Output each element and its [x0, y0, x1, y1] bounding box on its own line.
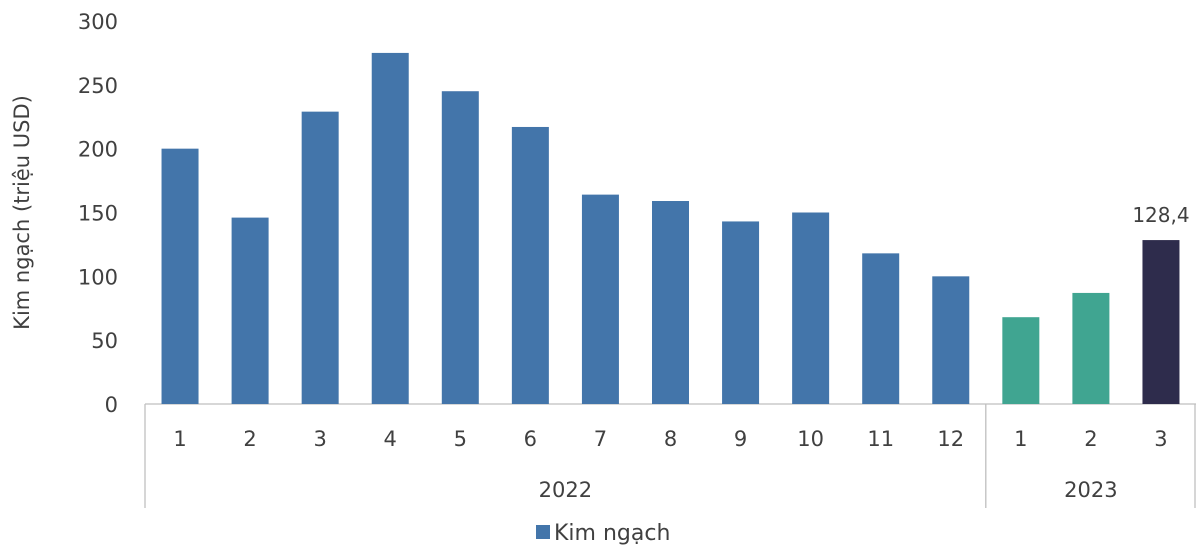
x-tick-label: 2 — [243, 427, 256, 451]
data-label: 128,4 — [1132, 203, 1189, 227]
x-tick-label: 6 — [524, 427, 537, 451]
bar — [231, 217, 269, 404]
y-tick-label: 300 — [78, 10, 118, 34]
bar — [511, 126, 549, 405]
x-tick-label: 11 — [867, 427, 894, 451]
legend-label: Kim ngạch — [554, 521, 670, 545]
x-tick-label: 1 — [1014, 427, 1027, 451]
bar — [932, 276, 970, 404]
x-tick-label: 12 — [937, 427, 964, 451]
bar — [792, 212, 830, 404]
bar — [1002, 317, 1040, 404]
bar — [722, 221, 760, 404]
legend-swatch — [536, 525, 550, 539]
bars — [161, 52, 1180, 405]
x-tick-label: 1 — [173, 427, 186, 451]
x-tick-label: 2 — [1084, 427, 1097, 451]
x-axis-ticks: 1 2 3 4 5 6 7 8 9 10 11 12 1 2 3 — [173, 427, 1167, 451]
bar — [371, 52, 409, 405]
y-axis-title: Kim ngạch (triệu USD) — [10, 95, 34, 330]
data-labels: 128,4 — [1132, 203, 1189, 227]
legend: Kim ngạch — [536, 521, 670, 545]
y-tick-label: 100 — [78, 265, 118, 289]
bar — [441, 91, 479, 404]
bar — [161, 148, 199, 404]
x-group-label: 2022 — [539, 478, 592, 502]
bar — [301, 111, 339, 404]
y-axis-ticks: 0 50 100 150 200 250 300 — [78, 10, 118, 417]
x-tick-label: 4 — [384, 427, 397, 451]
x-axis-groups: 2022 2023 — [539, 478, 1118, 502]
x-tick-label: 7 — [594, 427, 607, 451]
axis-lines — [144, 403, 1196, 508]
y-tick-label: 250 — [78, 74, 118, 98]
x-tick-label: 9 — [734, 427, 747, 451]
x-tick-label: 10 — [797, 427, 824, 451]
bar — [1072, 292, 1110, 404]
y-tick-label: 50 — [91, 329, 118, 353]
x-group-label: 2023 — [1064, 478, 1117, 502]
y-tick-label: 150 — [78, 202, 118, 226]
bar — [652, 201, 689, 404]
bar — [1142, 240, 1180, 404]
x-tick-label: 3 — [1154, 427, 1167, 451]
y-axis-title-group: Kim ngạch (triệu USD) — [10, 95, 34, 330]
y-tick-label: 200 — [78, 138, 118, 162]
x-tick-label: 8 — [664, 427, 677, 451]
bar — [581, 194, 619, 404]
x-tick-label: 5 — [454, 427, 467, 451]
y-tick-label: 0 — [105, 393, 118, 417]
bar — [862, 253, 900, 404]
x-tick-label: 3 — [313, 427, 326, 451]
